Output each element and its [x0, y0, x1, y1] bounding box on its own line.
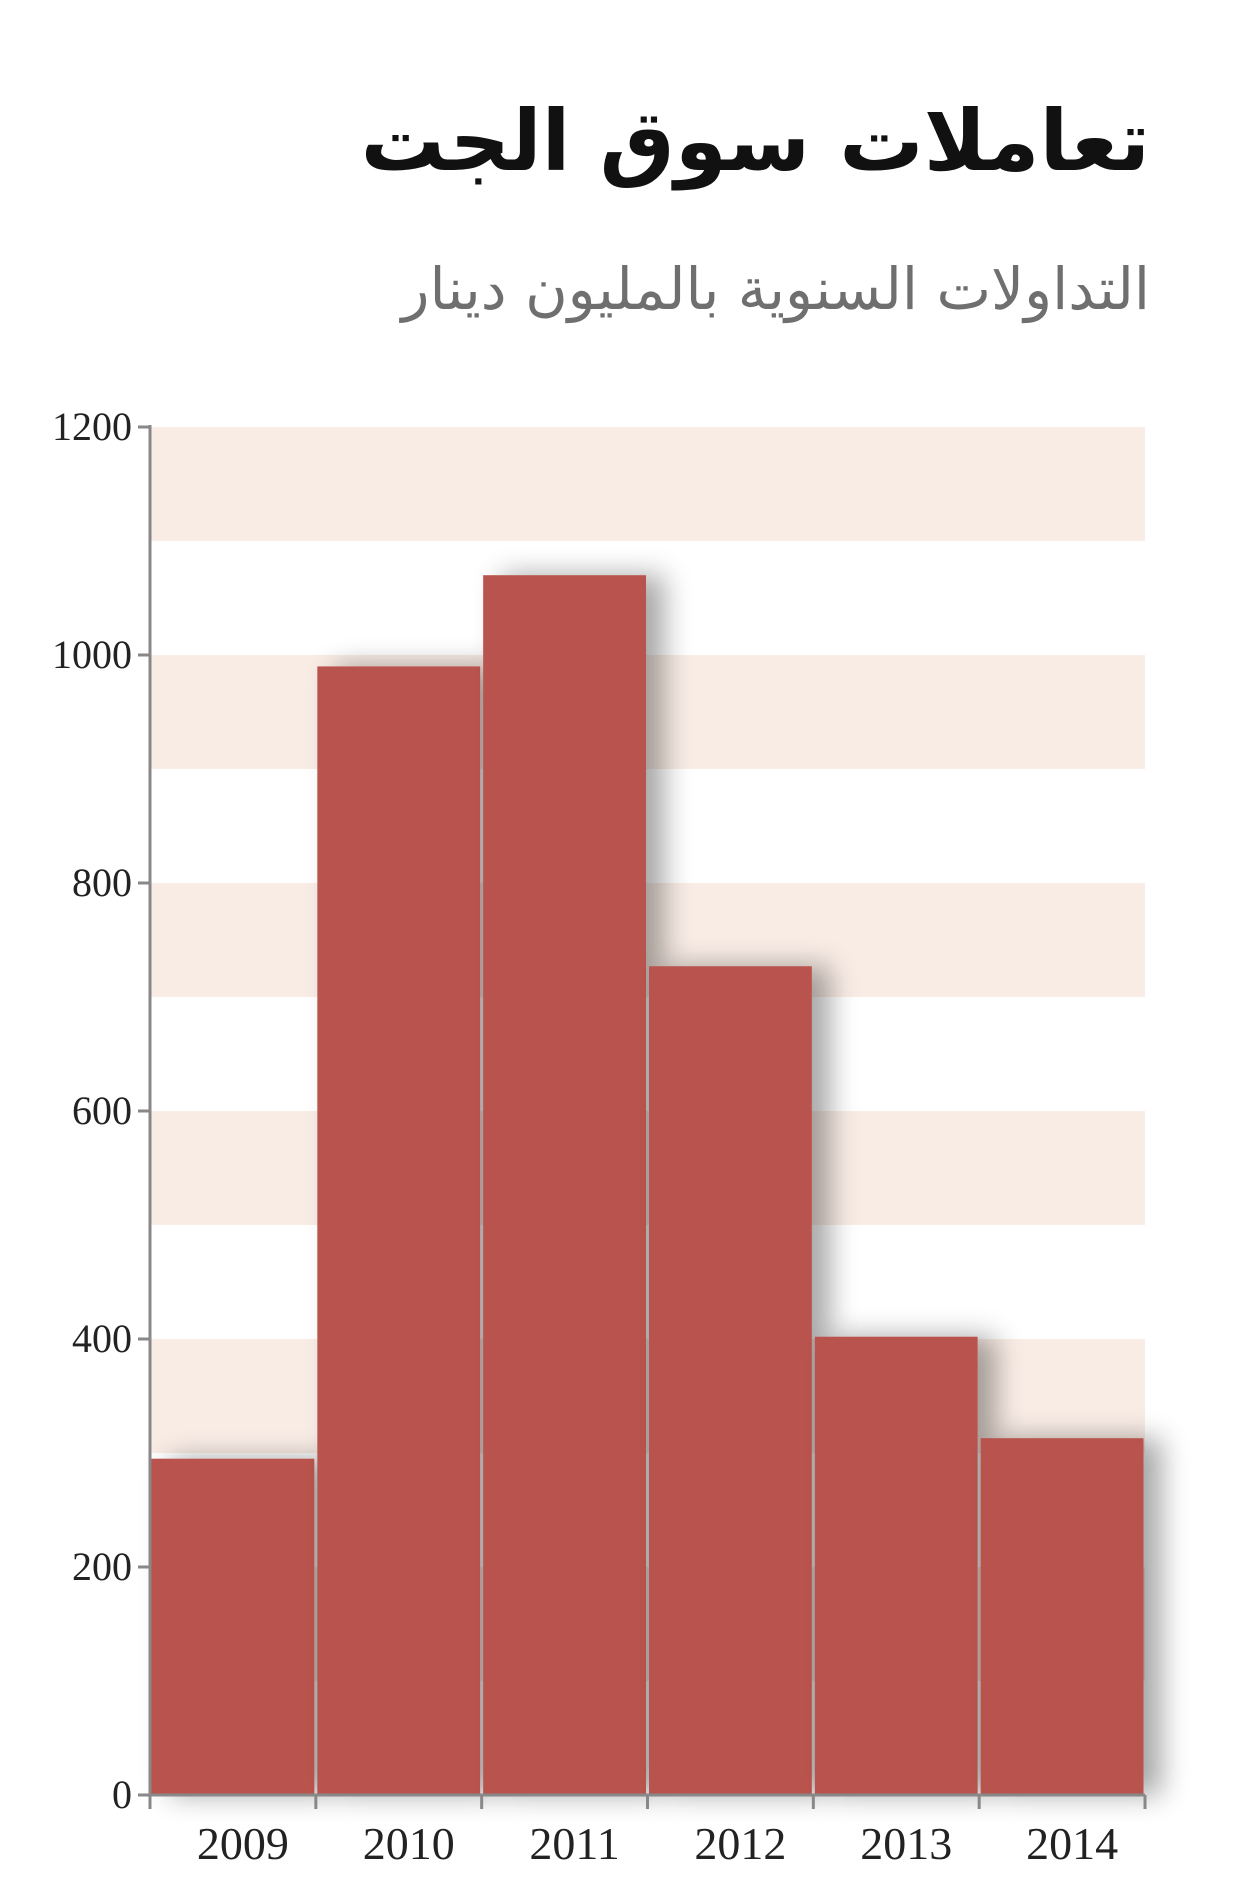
- x-tick-label: 2010: [363, 1818, 455, 1869]
- x-tick-label: 2009: [197, 1818, 289, 1869]
- x-tick-label: 2013: [860, 1818, 952, 1869]
- bar-2013: [814, 1336, 978, 1795]
- y-tick-label: 600: [72, 1088, 132, 1133]
- grid-band: [150, 1567, 1145, 1681]
- chart-subtitle: التداولات السنوية بالمليون دينار: [401, 255, 1150, 323]
- x-tick-label: 2011: [529, 1818, 619, 1869]
- grid-band: [150, 427, 1145, 541]
- bar-2010: [317, 666, 481, 1795]
- bar-2014: [980, 1438, 1144, 1795]
- x-tick-label: 2014: [1026, 1818, 1118, 1869]
- y-tick-label: 800: [72, 860, 132, 905]
- bar-2012: [649, 966, 812, 1795]
- x-tick-label: 2012: [694, 1818, 786, 1869]
- y-tick-label: 1200: [52, 404, 132, 449]
- grid-band: [150, 655, 1145, 769]
- y-tick-label: 400: [72, 1316, 132, 1361]
- grid-band: [150, 1339, 1145, 1453]
- grid-band: [150, 883, 1145, 997]
- bar-2009: [151, 1458, 315, 1795]
- y-tick-label: 1000: [52, 632, 132, 677]
- y-tick-label: 0: [112, 1772, 132, 1817]
- y-tick-label: 200: [72, 1544, 132, 1589]
- grid-band: [150, 1111, 1145, 1225]
- chart-title: تعاملات سوق الجت: [360, 92, 1150, 190]
- bar-2011: [483, 575, 646, 1796]
